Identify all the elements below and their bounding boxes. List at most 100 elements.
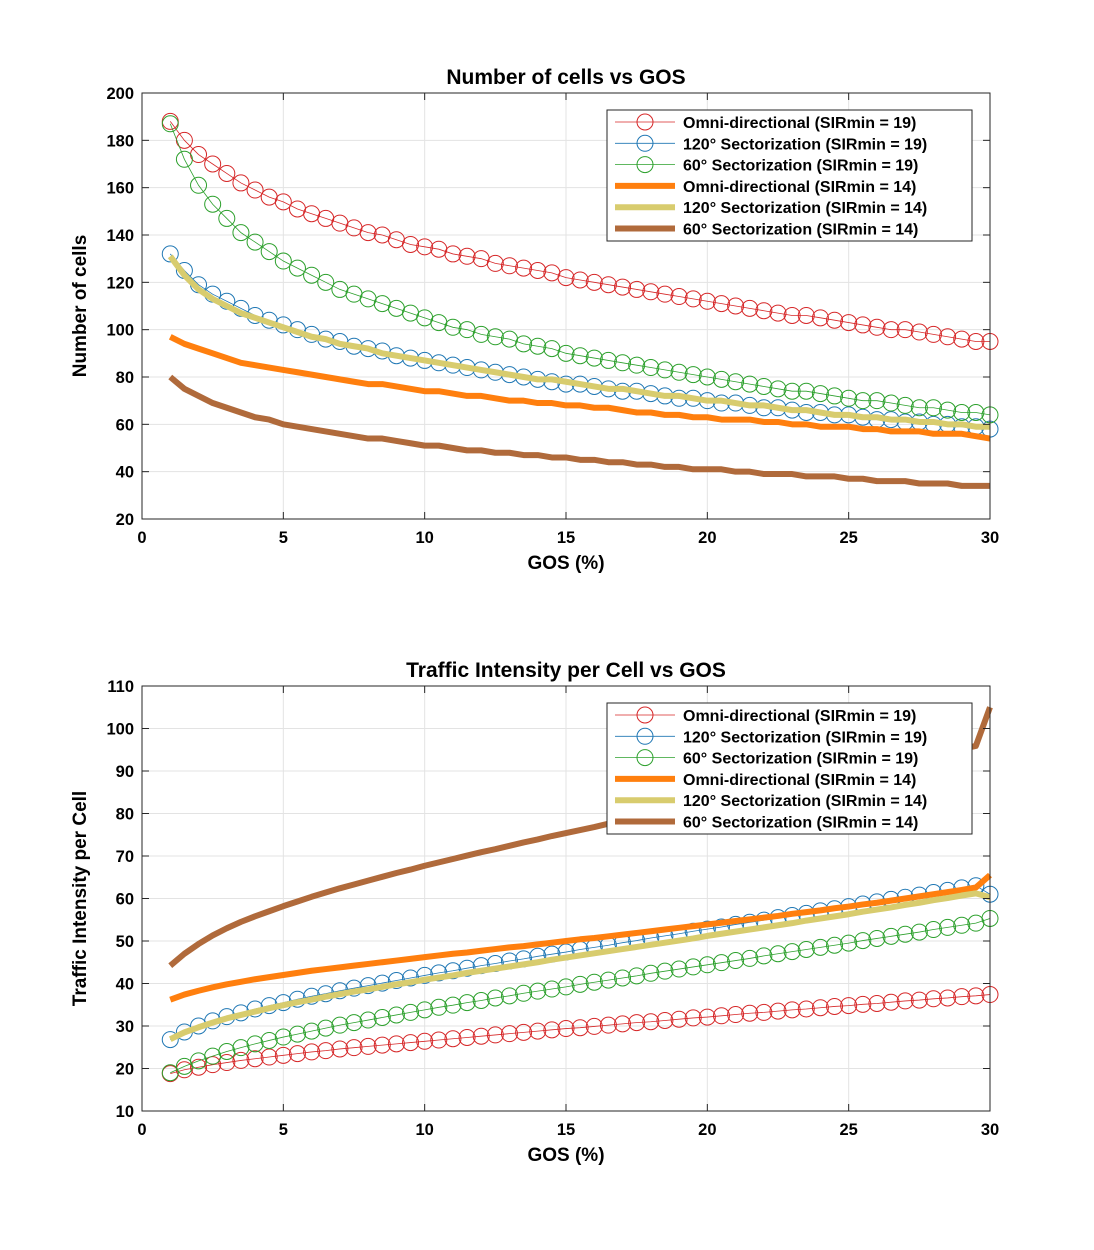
data-point [684, 366, 702, 384]
legend-item: 60° Sectorization (SIRmin = 14) [615, 815, 918, 832]
data-point [515, 335, 533, 353]
data-point [585, 1017, 603, 1035]
data-point [373, 1036, 391, 1054]
data-point [698, 292, 716, 310]
data-point [359, 1037, 377, 1055]
data-point [967, 333, 985, 350]
data-point [670, 1010, 688, 1028]
data-point [939, 989, 957, 1007]
data-point [924, 921, 942, 939]
x-tick-label: 15 [557, 529, 575, 547]
data-point [232, 1051, 250, 1069]
data-point [472, 992, 490, 1009]
data-point [599, 351, 617, 369]
series-0 [161, 986, 999, 1083]
data-point [204, 155, 222, 173]
data-point [712, 370, 730, 388]
data-point [811, 309, 829, 327]
legend-item: Omni-directional (SIRmin = 14) [615, 772, 916, 789]
legend: Omni-directional (SIRmin = 19) 120° Secto… [606, 109, 973, 242]
data-point [712, 954, 730, 972]
data-point [161, 1031, 179, 1049]
data-point [628, 280, 646, 298]
legend-item: 60° Sectorization (SIRmin = 19) [615, 749, 918, 768]
data-point [274, 252, 292, 270]
data-point [402, 1003, 420, 1021]
y-tick-label: 80 [116, 806, 134, 824]
data-point [444, 962, 462, 980]
data-point [628, 1014, 646, 1032]
series-2 [161, 115, 999, 424]
data-point [444, 245, 462, 263]
data-point [741, 375, 759, 393]
data-point [529, 1022, 547, 1040]
data-point [161, 115, 179, 133]
data-point [811, 938, 829, 956]
data-point [868, 392, 886, 410]
y-tick-label: 110 [107, 678, 134, 696]
legend-marker [636, 749, 654, 767]
data-point [769, 1002, 787, 1020]
data-point [727, 1006, 745, 1024]
y-tick-label: 40 [116, 976, 134, 994]
data-point [811, 385, 829, 403]
chart-title: Traffic Intensity per Cell vs GOS [406, 659, 726, 682]
y-tick-label: 140 [106, 227, 134, 245]
data-point [373, 1009, 391, 1026]
data-point [303, 1022, 321, 1040]
data-point [599, 971, 617, 989]
legend-marker [636, 706, 654, 724]
data-point [430, 964, 448, 982]
data-point [500, 1025, 518, 1043]
series-0 [161, 112, 999, 350]
data-point [727, 952, 745, 970]
data-point [939, 328, 957, 346]
data-point [387, 1035, 405, 1053]
x-tick-label: 30 [981, 1121, 999, 1139]
data-point [444, 996, 462, 1014]
data-point [854, 316, 872, 334]
tick-labels: 0 5 10 15 20 25 30 10 20 30 40 50 60 70 80 90 100 110 [106, 678, 999, 1139]
data-point [868, 318, 886, 336]
data-point [896, 992, 914, 1010]
data-point [797, 382, 815, 400]
data-point [557, 1020, 575, 1038]
data-point [755, 302, 773, 320]
data-point [486, 254, 504, 272]
legend-item: Omni-directional (SIRmin = 14) [615, 179, 916, 196]
y-tick-label: 20 [116, 511, 134, 529]
x-tick-label: 30 [981, 529, 999, 547]
tick-labels: 0 5 10 15 20 25 30 20 40 60 80 100 120 140 160 180 200 [106, 85, 999, 547]
x-axis-label: GOS (%) [527, 1145, 604, 1166]
data-point [840, 934, 858, 952]
data-point [218, 1043, 236, 1060]
y-axis-label: Traffic Intensity per Cell [70, 791, 91, 1006]
data-point [727, 297, 745, 315]
data-point [218, 164, 236, 182]
legend-marker [636, 134, 654, 152]
data-point [910, 923, 928, 941]
data-point [359, 1011, 377, 1029]
data-point [585, 349, 603, 367]
series-line [167, 254, 990, 430]
data-point [571, 1019, 589, 1037]
data-point [232, 174, 250, 192]
data-point [288, 1045, 306, 1063]
data-point [826, 936, 844, 954]
y-tick-label: 200 [106, 85, 134, 103]
data-point [755, 377, 773, 395]
x-tick-label: 0 [137, 529, 146, 547]
plot-area [161, 112, 999, 489]
legend-label: 120° Sectorization (SIRmin = 14) [683, 200, 927, 217]
data-point [684, 1009, 702, 1027]
legend-item: 120° Sectorization (SIRmin = 14) [615, 200, 927, 217]
data-point [797, 1000, 815, 1018]
data-point [840, 314, 858, 332]
data-point [274, 1028, 292, 1046]
data-point [387, 1006, 405, 1024]
data-point [303, 1043, 321, 1061]
legend-label: 60° Sectorization (SIRmin = 19) [683, 751, 918, 768]
data-point [910, 323, 928, 341]
y-tick-label: 70 [116, 848, 134, 866]
